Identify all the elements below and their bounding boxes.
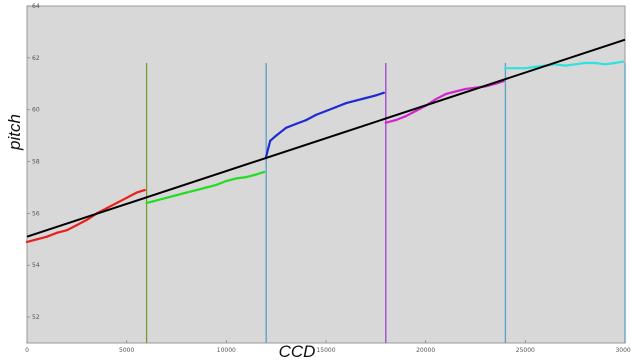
series-2-point — [255, 173, 258, 176]
series-4-point — [404, 115, 407, 118]
series-2-point — [245, 176, 248, 179]
data-series — [25, 60, 625, 243]
series-2-point — [263, 170, 266, 173]
series-2-point — [185, 191, 188, 194]
y-tick-label: 56 — [32, 210, 40, 217]
series-1-point — [115, 201, 118, 205]
x-tick-label: 5000 — [119, 347, 134, 354]
x-tick-label: 25000 — [516, 347, 535, 354]
series-3-point — [364, 96, 367, 100]
series-1-point — [125, 196, 128, 199]
series-3-point — [382, 91, 385, 94]
series-5-point — [574, 63, 577, 66]
series-3-point — [295, 122, 298, 125]
series-2-point — [165, 196, 168, 199]
series-3-point — [314, 113, 318, 116]
y-tick-label: 62 — [32, 55, 40, 62]
series-2-point — [205, 186, 208, 189]
series-4-point — [444, 93, 447, 96]
series-3-point — [354, 99, 357, 102]
series-5-point — [504, 67, 507, 70]
series-3-point — [269, 139, 272, 142]
series-1-point — [105, 207, 108, 210]
series-2-point — [175, 194, 178, 197]
series-5-point — [514, 67, 517, 70]
series-3-point — [285, 126, 288, 129]
y-tick-label: 60 — [32, 107, 40, 114]
series-2-point — [195, 189, 198, 192]
series-4-point — [434, 98, 437, 101]
series-4-point — [394, 119, 397, 122]
series-1-point — [35, 238, 39, 241]
series-1-point — [143, 189, 146, 192]
series-4-point — [464, 87, 467, 91]
series-2-point — [145, 201, 148, 205]
series-3-point — [275, 134, 278, 137]
x-tick-label: 30000 — [615, 347, 631, 354]
x-tick-label: 0 — [25, 347, 29, 354]
series-3-point — [324, 109, 328, 113]
series-3-point — [305, 119, 308, 122]
series-5-point — [604, 63, 607, 66]
y-tick-label: 52 — [32, 314, 40, 321]
plot-area — [26, 5, 626, 344]
series-5-point — [524, 67, 527, 70]
series-1-point — [75, 224, 78, 227]
series-5-point — [564, 64, 567, 67]
regression-line-group — [26, 38, 626, 238]
series-5-point — [584, 61, 587, 65]
series-4-point — [414, 109, 417, 113]
series-3-point — [374, 94, 377, 97]
regression-line — [26, 38, 626, 238]
series-1-point — [135, 191, 138, 194]
series-2-point — [215, 183, 218, 186]
series-3-point — [344, 102, 347, 105]
x-tick-label: 15000 — [316, 347, 335, 354]
x-axis-ticks: 0 5000 10000 15000 20000 25000 30000 — [25, 340, 631, 354]
series-5-point — [621, 60, 625, 63]
segment-drop-lines — [145, 63, 626, 343]
series-4-point — [384, 121, 387, 124]
series-4-point — [454, 90, 457, 93]
series-2-point — [235, 177, 238, 180]
series-1-point — [25, 240, 29, 243]
x-axis-title: CCD — [279, 342, 316, 360]
series-5-point — [534, 65, 537, 68]
y-axis-ticks: 52 54 56 58 60 62 64 — [27, 3, 40, 321]
x-tick-label: 20000 — [416, 347, 435, 354]
y-axis-title: pitch — [5, 114, 24, 151]
series-line-3 — [265, 91, 385, 158]
series-5-point — [613, 61, 617, 65]
y-tick-label: 54 — [32, 262, 40, 269]
series-1-point — [45, 235, 49, 238]
series-1-point — [55, 231, 59, 234]
x-tick-label: 10000 — [217, 347, 236, 354]
y-tick-label: 58 — [32, 159, 40, 166]
series-1-point — [85, 218, 88, 221]
series-3-point — [334, 106, 338, 109]
series-1-point — [65, 229, 68, 232]
series-2-point — [155, 199, 158, 202]
series-5-point — [594, 61, 597, 65]
series-2-point — [225, 179, 228, 183]
y-tick-label: 64 — [32, 3, 40, 10]
